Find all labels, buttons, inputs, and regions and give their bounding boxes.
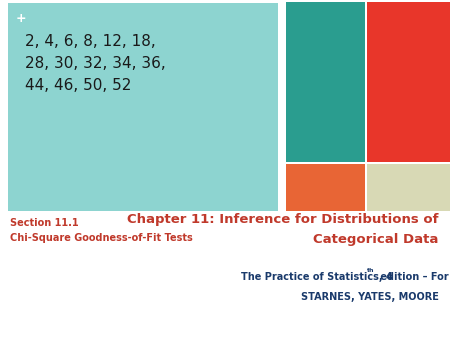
Bar — [367, 2, 450, 162]
Text: The Practice of Statistics, 4: The Practice of Statistics, 4 — [241, 272, 392, 282]
Bar — [286, 164, 364, 211]
Bar — [8, 3, 278, 211]
Text: 2, 4, 6, 8, 12, 18,
28, 30, 32, 34, 36,
44, 46, 50, 52: 2, 4, 6, 8, 12, 18, 28, 30, 32, 34, 36, … — [25, 34, 166, 93]
Text: Categorical Data: Categorical Data — [313, 233, 439, 246]
Text: Chapter 11: Inference for Distributions of: Chapter 11: Inference for Distributions … — [127, 213, 439, 226]
Bar — [286, 2, 364, 162]
Bar — [367, 164, 450, 211]
Text: edition – For AP*: edition – For AP* — [377, 272, 450, 282]
Text: Chi-Square Goodness-of-Fit Tests: Chi-Square Goodness-of-Fit Tests — [10, 233, 193, 243]
Text: th: th — [367, 268, 374, 273]
Text: STARNES, YATES, MOORE: STARNES, YATES, MOORE — [301, 292, 439, 303]
Text: +: + — [16, 12, 27, 25]
Text: Section 11.1: Section 11.1 — [10, 218, 79, 228]
